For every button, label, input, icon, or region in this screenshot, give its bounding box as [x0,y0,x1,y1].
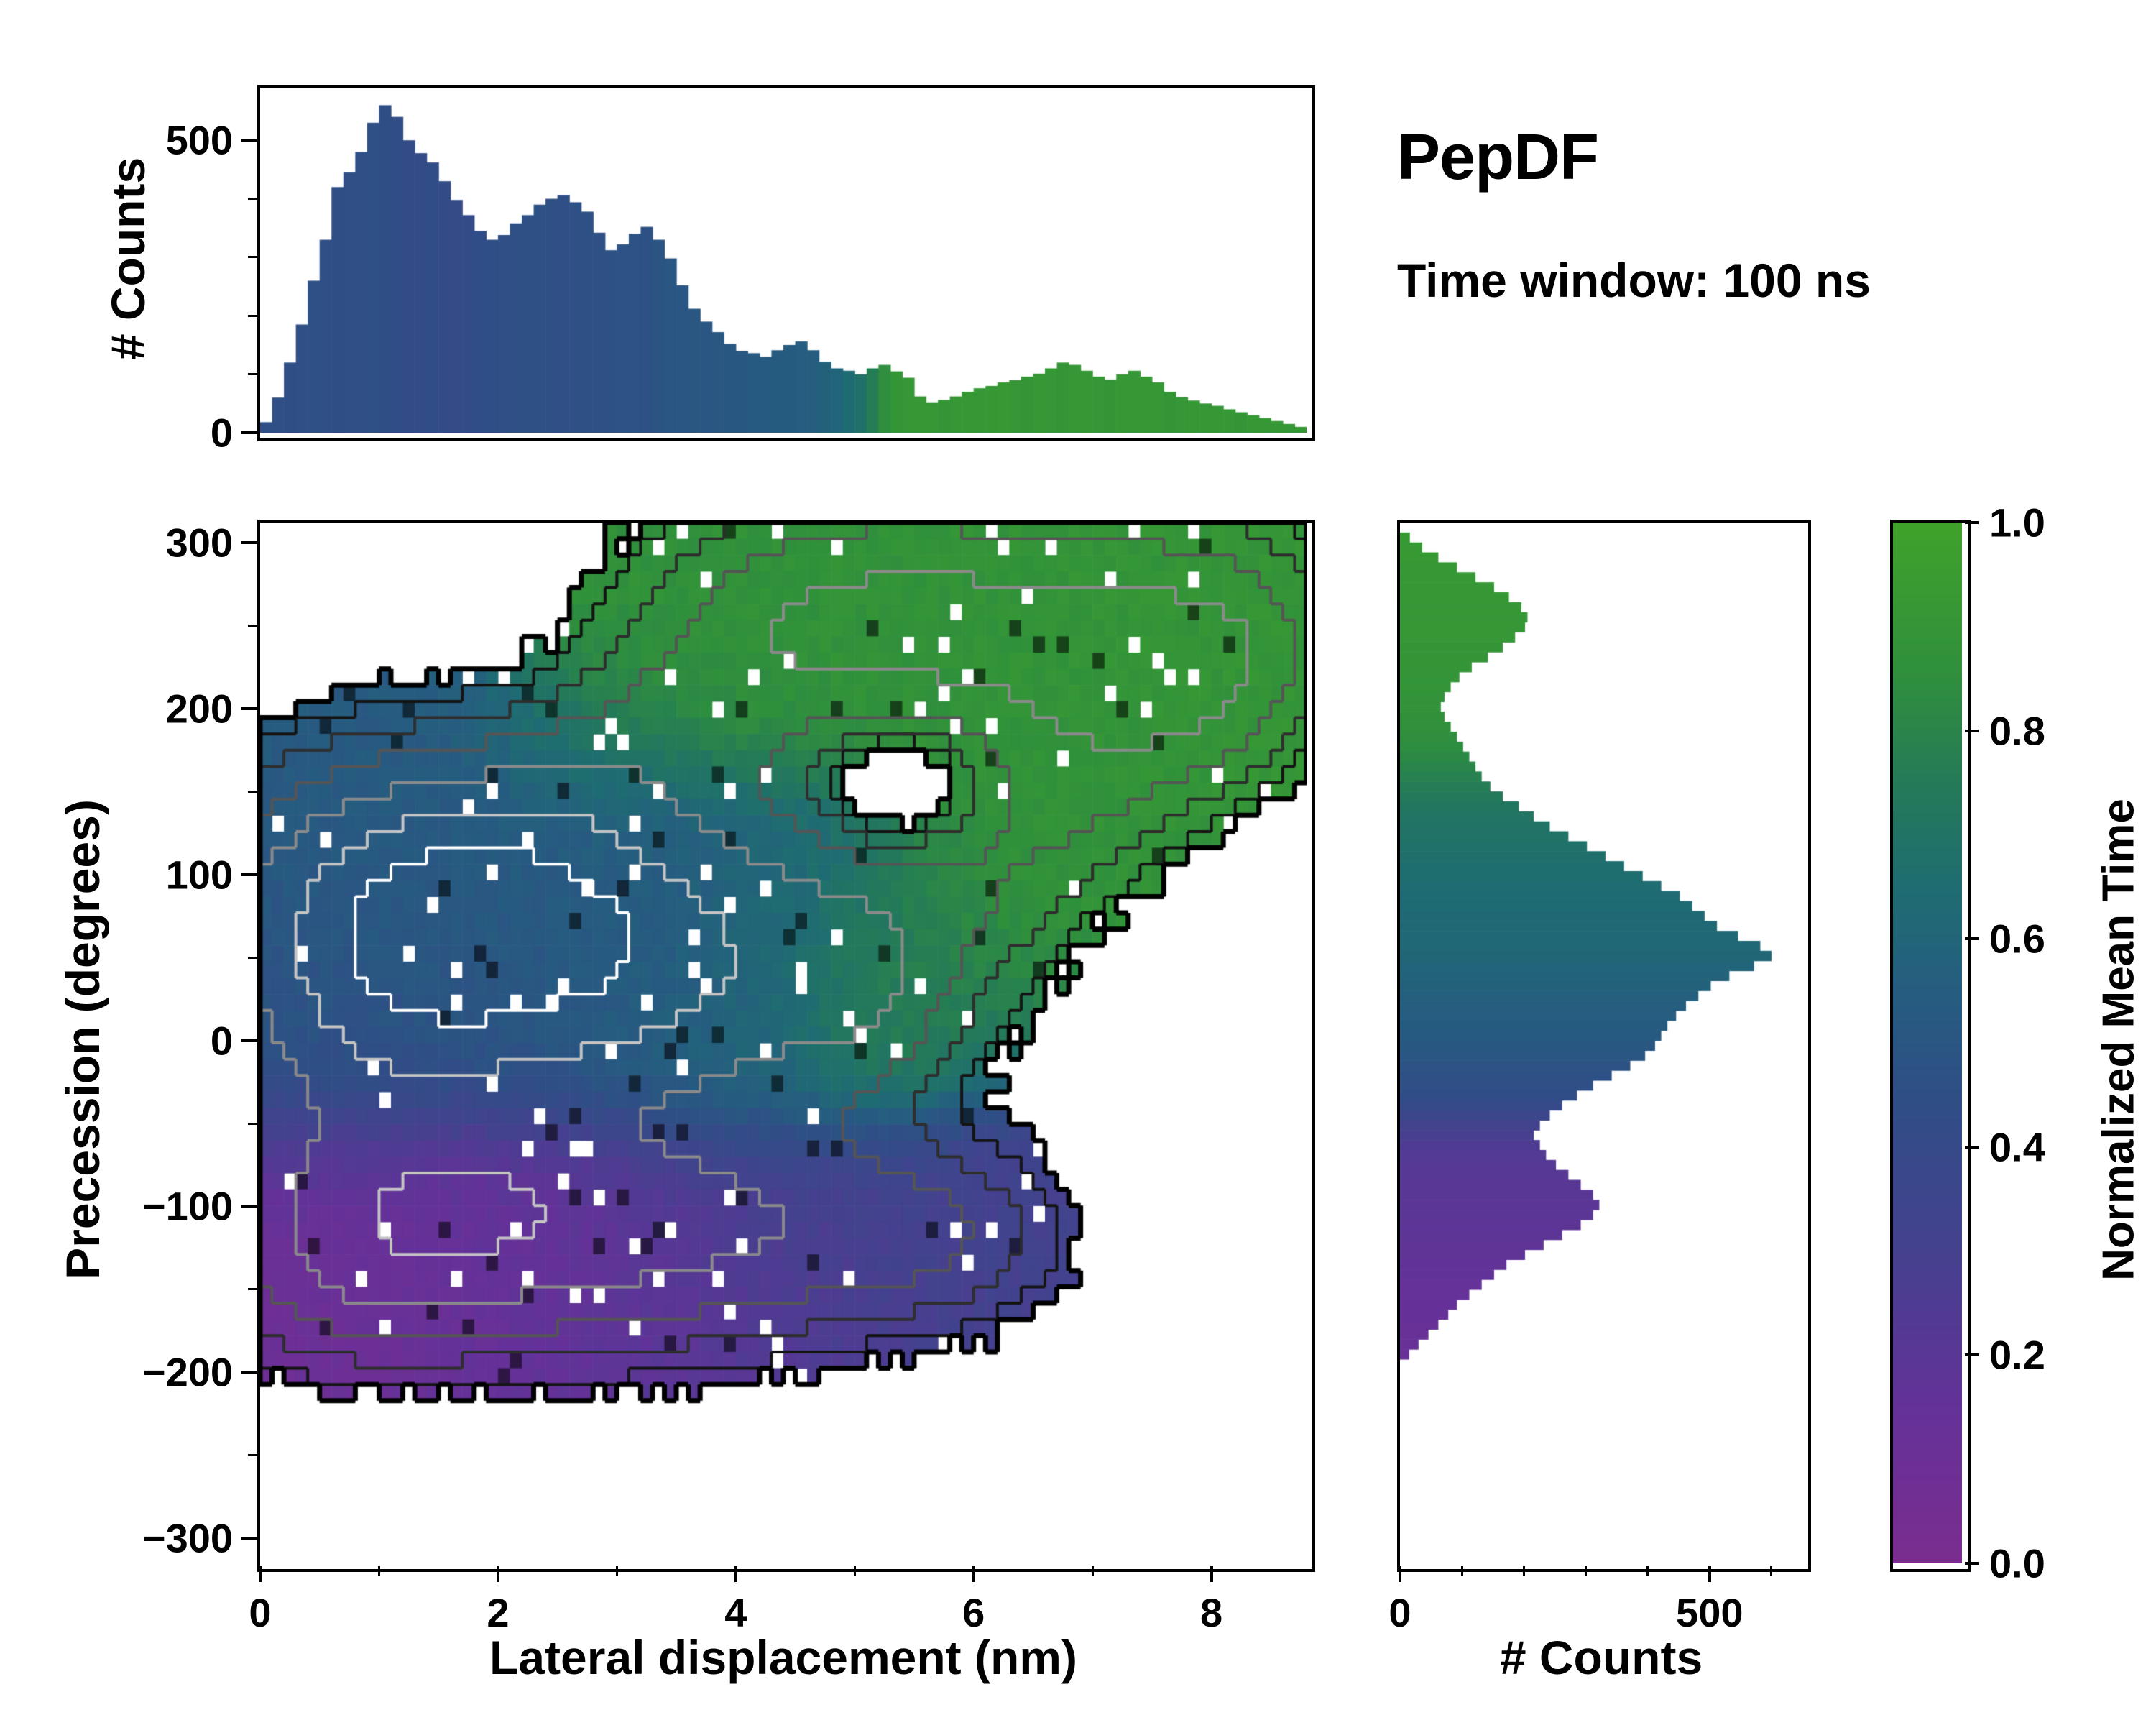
right-histogram-canvas [1400,523,1802,1563]
tick-mark [1210,1566,1213,1582]
tick-label: 1.0 [1989,500,2045,546]
tick-mark [1965,1145,1979,1149]
tick-label: 0 [249,1590,272,1635]
tick-mark [1770,1566,1773,1576]
main-heatmap-panel [257,520,1315,1572]
tick-label: −300 [142,1515,233,1561]
tick-label: −200 [142,1349,233,1395]
colorbar [1890,520,1971,1572]
tick-mark [1522,1566,1525,1576]
heatmap-canvas [260,523,1307,1563]
tick-mark [1399,1566,1401,1582]
figure-title: PepDF [1397,121,1599,193]
tick-mark [1965,521,1979,524]
colorbar-label: Normalized Mean Time [2093,799,2144,1281]
tick-mark [241,1205,257,1208]
tick-mark [1091,1566,1094,1576]
tick-mark [248,256,257,259]
tick-mark [259,1566,262,1582]
tick-label: 8 [1200,1590,1223,1635]
tick-label: 6 [962,1590,985,1635]
tick-mark [1965,1353,1979,1357]
tick-label: 200 [165,686,233,732]
tick-mark [1965,729,1979,732]
tick-mark [248,1122,257,1125]
tick-label: 100 [165,852,233,898]
tick-mark [248,314,257,317]
tick-mark [972,1566,975,1582]
tick-label: 2 [487,1590,510,1635]
tick-label: 0.2 [1989,1332,2045,1378]
tick-label: 0.6 [1989,916,2045,962]
tick-mark [1460,1566,1463,1576]
tick-label: 300 [165,520,233,566]
tick-mark [241,431,257,434]
tick-mark [496,1566,499,1582]
tick-mark [1965,1562,1979,1565]
tick-label: −100 [142,1183,233,1229]
top-histogram-canvas [260,88,1307,433]
tick-mark [241,1537,257,1540]
tick-mark [241,1371,257,1374]
right-hist-xlabel: # Counts [1499,1631,1703,1684]
tick-mark [377,1566,380,1576]
tick-label: 0.4 [1989,1124,2045,1170]
tick-mark [248,198,257,201]
tick-mark [248,1454,257,1457]
tick-label: 4 [724,1590,747,1635]
tick-mark [1708,1566,1711,1582]
tick-mark [241,540,257,544]
tick-mark [241,139,257,142]
right-histogram-panel [1397,520,1811,1572]
tick-label: 0 [210,410,233,456]
colorbar-canvas [1893,523,1962,1563]
tick-mark [248,956,257,959]
tick-mark [241,873,257,876]
tick-mark [1646,1566,1649,1576]
tick-mark [734,1566,737,1582]
tick-mark [1584,1566,1587,1576]
tick-mark [248,373,257,376]
tick-mark [615,1566,618,1576]
tick-mark [241,1039,257,1042]
tick-label: 0 [1388,1590,1411,1635]
tick-label: 0.0 [1989,1540,2045,1586]
tick-label: 0 [210,1018,233,1064]
figure-subtitle: Time window: 100 ns [1397,254,1871,307]
tick-label: 0.8 [1989,708,2045,754]
tick-mark [248,624,257,627]
tick-mark [248,1288,257,1291]
top-histogram-panel [257,85,1315,441]
tick-mark [1965,937,1979,941]
tick-mark [853,1566,856,1576]
tick-label: 500 [1676,1590,1743,1635]
tick-mark [248,790,257,793]
tick-label: 500 [165,117,233,163]
tick-mark [241,707,257,710]
main-xlabel: Lateral displacement (nm) [489,1631,1077,1684]
